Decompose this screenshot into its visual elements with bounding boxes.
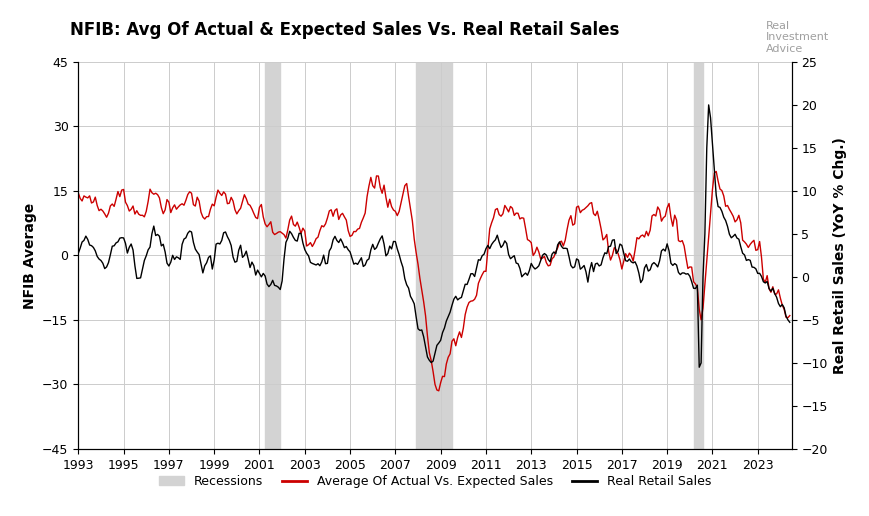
Bar [693, 62, 702, 449]
Bar [265, 62, 280, 449]
Text: Real
Investment
Advice: Real Investment Advice [765, 21, 828, 54]
Bar [415, 62, 452, 449]
Legend: Recessions, Average Of Actual Vs. Expected Sales, Real Retail Sales: Recessions, Average Of Actual Vs. Expect… [154, 470, 715, 493]
Y-axis label: Real Retail Sales (YoY % Chg.): Real Retail Sales (YoY % Chg.) [833, 137, 846, 374]
Text: NFIB: Avg Of Actual & Expected Sales Vs. Real Retail Sales: NFIB: Avg Of Actual & Expected Sales Vs.… [70, 21, 618, 39]
Y-axis label: NFIB Average: NFIB Average [23, 202, 36, 309]
